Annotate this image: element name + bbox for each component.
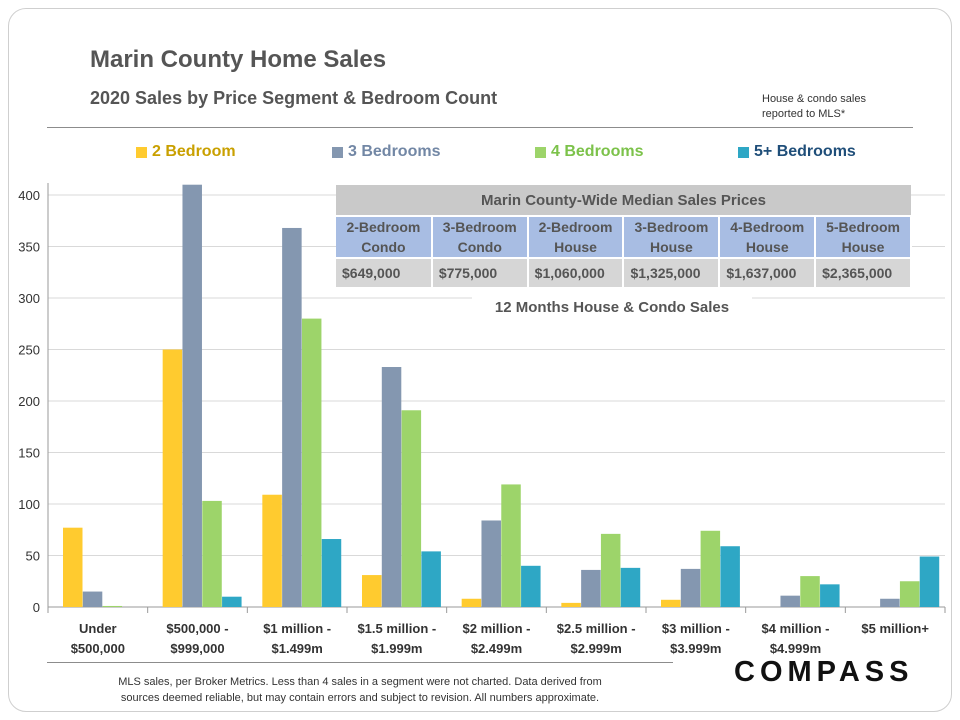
bar-5-bedrooms: [521, 565, 541, 607]
source-note: House & condo sales reported to MLS*: [762, 93, 866, 120]
x-tick-label: $2.999m: [571, 641, 622, 656]
bar-3-bedrooms: [381, 367, 402, 607]
x-tick-label: $2.499m: [471, 641, 522, 656]
x-tick-label: $5 million+: [861, 621, 929, 636]
compass-logo: COMPASS: [734, 656, 914, 688]
x-tick-label: $1.5 million -: [357, 621, 436, 636]
y-tick-label: 250: [18, 343, 40, 358]
x-tick-label: $1.999m: [371, 641, 422, 656]
x-tick-label: $2.5 million -: [557, 621, 636, 636]
bar-5-bedrooms: [222, 596, 242, 607]
bar-4-bedrooms: [501, 484, 521, 607]
footer-divider: [47, 662, 673, 663]
y-tick-label: 150: [18, 446, 40, 461]
median-col-value: $649,000: [336, 257, 433, 287]
median-col-label: 2-Bedroom House: [527, 215, 625, 258]
y-tick-label: 350: [18, 240, 40, 255]
median-col-value: $1,637,000: [719, 257, 817, 287]
x-tick-label: Under: [79, 621, 117, 636]
bar-4-bedrooms: [800, 576, 820, 607]
x-tick-label: $500,000 -: [166, 621, 228, 636]
x-tick-label: $4.999m: [770, 641, 821, 656]
legend-label-4-bedrooms: 4 Bedrooms: [551, 143, 644, 160]
bar-3-bedrooms: [880, 598, 900, 607]
y-tick-label: 0: [33, 600, 40, 615]
median-col-value: $1,325,000: [623, 257, 721, 287]
bar-2-bedroom: [461, 598, 482, 607]
bar-5-bedrooms: [720, 546, 740, 607]
median-table-title: Marin County-Wide Median Sales Prices: [336, 185, 911, 216]
median-col-label: 3-Bedroom House: [623, 215, 721, 258]
bar-4-bedrooms: [600, 533, 621, 607]
footnote-line: sources deemed reliable, but may contain…: [120, 692, 600, 704]
bar-5-bedrooms: [620, 567, 641, 607]
median-price-table: Marin County-Wide Median Sales Prices 2-…: [336, 185, 912, 287]
bar-4-bedrooms: [700, 530, 721, 607]
bar-4-bedrooms: [899, 581, 920, 607]
y-tick-label: 200: [18, 394, 40, 409]
bar-3-bedrooms: [82, 591, 103, 607]
x-tick-label: $1 million -: [263, 621, 331, 636]
legend-swatch-3-bedrooms: [332, 146, 343, 158]
median-col-value: $1,060,000: [527, 257, 625, 287]
bar-3-bedrooms: [581, 569, 601, 607]
bar-2-bedroom: [162, 349, 183, 607]
bar-4-bedrooms: [102, 605, 123, 607]
bar-5-bedrooms: [919, 556, 940, 607]
y-tick-label: 400: [18, 188, 40, 203]
bar-3-bedrooms: [282, 227, 302, 607]
median-col-value: $2,365,000: [815, 257, 912, 287]
median-col-label: 2-Bedroom Condo: [336, 215, 433, 258]
bar-3-bedrooms: [780, 595, 800, 607]
bar-2-bedroom: [561, 602, 581, 607]
bar-3-bedrooms: [182, 184, 202, 607]
bar-5-bedrooms: [820, 584, 840, 607]
y-tick-label: 100: [18, 497, 40, 512]
x-tick-label: $2 million -: [463, 621, 531, 636]
median-col-label: 4-Bedroom House: [719, 215, 817, 258]
bar-4-bedrooms: [202, 500, 222, 607]
page-subtitle: 2020 Sales by Price Segment & Bedroom Co…: [90, 88, 498, 108]
y-tick-label: 300: [18, 291, 40, 306]
table-caption: 12 Months House & Condo Sales: [472, 293, 752, 323]
footnote: MLS sales, per Broker Metrics. Less than…: [60, 674, 660, 706]
median-table-labels: 2-Bedroom Condo 3-Bedroom Condo 2-Bedroom H…: [336, 215, 912, 258]
page-title: Marin County Home Sales: [90, 46, 387, 73]
bar-3-bedrooms: [481, 520, 501, 607]
legend-item-2-bedroom: 2 Bedroom: [136, 143, 236, 161]
bar-2-bedroom: [362, 575, 382, 607]
bar-5-bedrooms: [321, 539, 342, 607]
legend-item-4-bedrooms: 4 Bedrooms: [535, 143, 643, 161]
x-tick-label: $1.499m: [272, 641, 323, 656]
header-divider: [47, 127, 913, 128]
legend-label-5-bedrooms: 5+ Bedrooms: [754, 143, 856, 160]
bar-2-bedroom: [63, 527, 83, 607]
y-tick-label: 50: [26, 549, 40, 564]
bar-4-bedrooms: [301, 318, 322, 607]
legend-label-2-bedroom: 2 Bedroom: [152, 143, 236, 160]
median-table-values: $649,000 $775,000 $1,060,000 $1,325,000 …: [336, 257, 912, 287]
bar-2-bedroom: [661, 599, 681, 607]
x-tick-label: $999,000: [170, 641, 224, 656]
legend-swatch-5-bedrooms: [738, 146, 749, 158]
bar-5-bedrooms: [421, 551, 441, 607]
x-tick-label: $4 million -: [762, 621, 830, 636]
legend-item-5-bedrooms: 5+ Bedrooms: [738, 143, 856, 161]
median-col-label: 3-Bedroom Condo: [431, 215, 529, 258]
median-col-value: $775,000: [431, 257, 529, 287]
legend-label-3-bedrooms: 3 Bedrooms: [348, 143, 441, 160]
chart-legend: 2 Bedroom 3 Bedrooms 4 Bedrooms 5+ Bedro…: [0, 143, 960, 163]
x-tick-label: $3 million -: [662, 621, 730, 636]
bar-2-bedroom: [262, 494, 282, 607]
footnote-line: MLS sales, per Broker Metrics. Less than…: [118, 676, 602, 688]
x-tick-label: $500,000: [71, 641, 125, 656]
median-col-label: 5-Bedroom House: [815, 215, 912, 258]
legend-item-3-bedrooms: 3 Bedrooms: [332, 143, 440, 161]
bar-4-bedrooms: [401, 410, 422, 607]
x-tick-label: $3.999m: [670, 641, 721, 656]
legend-swatch-4-bedrooms: [535, 146, 546, 158]
legend-swatch-2-bedroom: [136, 146, 147, 158]
bar-3-bedrooms: [680, 568, 701, 607]
